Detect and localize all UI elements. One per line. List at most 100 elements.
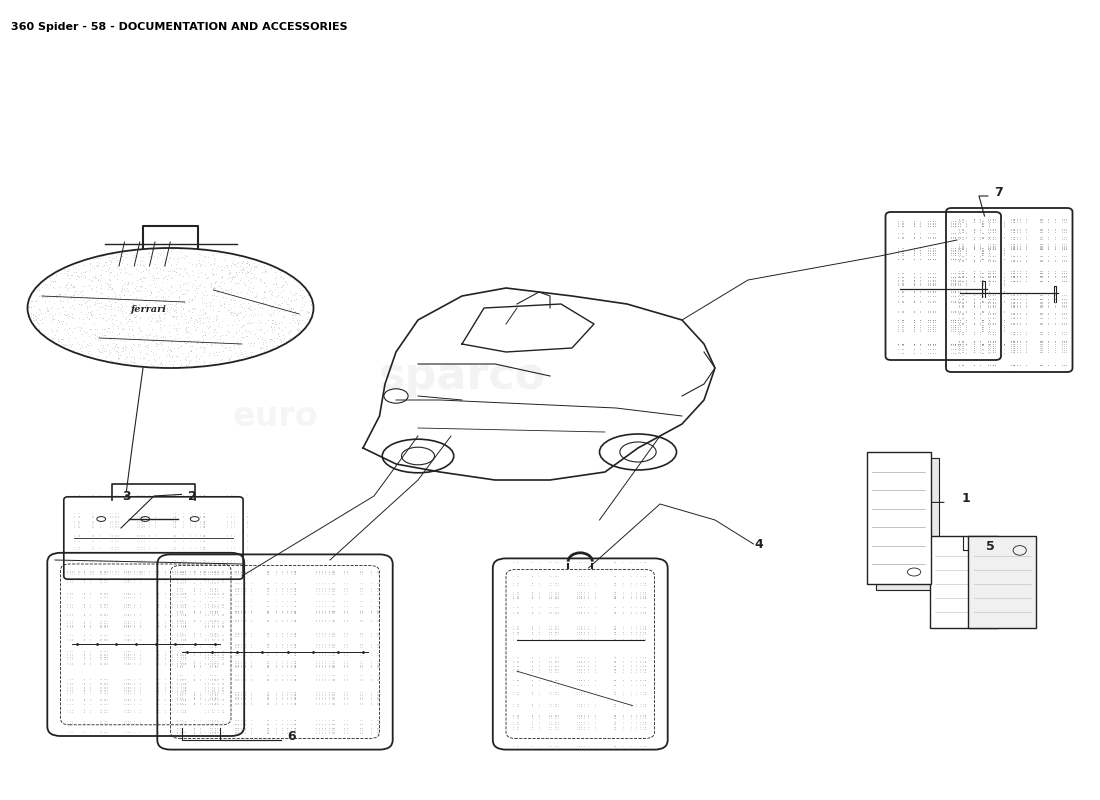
Point (191, 511, 209, 524)
Point (975, 244, 992, 257)
Point (91, 685, 109, 698)
Point (965, 238, 982, 250)
Point (980, 238, 998, 250)
Point (278, 714, 296, 726)
Point (972, 231, 990, 244)
Point (156, 258, 174, 271)
Point (172, 634, 189, 646)
Point (22, 301, 40, 314)
Point (258, 685, 276, 698)
Point (958, 343, 976, 356)
Point (1057, 297, 1075, 310)
Point (166, 521, 184, 534)
Point (575, 698, 593, 710)
Point (981, 270, 999, 282)
Point (99, 338, 117, 351)
Point (1016, 213, 1034, 226)
Point (140, 534, 157, 547)
Point (504, 715, 521, 728)
Point (965, 335, 982, 348)
Point (176, 588, 194, 601)
Point (148, 565, 166, 578)
Point (627, 698, 645, 710)
Point (91, 251, 109, 264)
Point (98, 706, 116, 718)
Point (980, 325, 998, 338)
Point (541, 590, 559, 602)
Point (92, 619, 110, 632)
Point (62, 682, 79, 694)
Point (952, 338, 969, 350)
Point (636, 627, 653, 640)
Point (266, 272, 284, 285)
Point (278, 568, 296, 581)
Point (1056, 311, 1074, 324)
Point (975, 248, 992, 261)
Point (981, 335, 999, 348)
Point (368, 606, 386, 619)
Point (116, 693, 133, 706)
Point (122, 351, 140, 364)
Point (314, 674, 331, 686)
Point (1016, 231, 1034, 244)
Point (202, 566, 220, 579)
Point (199, 657, 217, 670)
Point (1040, 328, 1057, 341)
Point (921, 294, 938, 307)
Point (972, 318, 990, 331)
Point (522, 606, 540, 618)
Point (166, 529, 184, 542)
Point (163, 652, 180, 665)
Point (153, 314, 170, 327)
Point (275, 284, 293, 297)
Point (160, 298, 177, 311)
Point (202, 717, 220, 730)
Point (972, 276, 990, 289)
Point (166, 534, 184, 547)
Point (156, 358, 174, 371)
Point (96, 657, 113, 670)
Point (920, 271, 937, 284)
Point (201, 638, 219, 651)
Point (132, 575, 150, 588)
Point (226, 521, 243, 534)
Point (955, 334, 972, 347)
Point (185, 588, 202, 601)
Point (572, 678, 590, 691)
Point (165, 555, 183, 568)
Point (24, 313, 42, 326)
Point (78, 338, 96, 350)
Point (317, 727, 334, 740)
Point (274, 726, 292, 738)
Point (994, 274, 1012, 286)
Point (207, 691, 224, 704)
Point (226, 582, 243, 594)
Point (267, 660, 285, 673)
Point (1032, 214, 1049, 226)
Point (58, 678, 76, 690)
Point (98, 575, 116, 588)
Point (368, 649, 386, 662)
Point (1002, 328, 1020, 341)
Point (279, 326, 297, 339)
Point (286, 564, 304, 577)
Point (946, 286, 964, 298)
Point (547, 662, 564, 675)
Point (245, 270, 263, 283)
Point (260, 566, 277, 578)
Point (307, 626, 324, 639)
Point (274, 721, 292, 734)
Point (202, 606, 220, 619)
Point (222, 542, 240, 555)
Point (984, 254, 1002, 267)
Point (186, 274, 204, 286)
Point (260, 649, 277, 662)
Point (226, 660, 243, 673)
Point (1040, 250, 1057, 262)
Point (81, 614, 99, 627)
Point (163, 617, 180, 630)
Point (572, 570, 590, 582)
Point (168, 691, 186, 704)
Point (102, 299, 120, 312)
Point (235, 566, 253, 578)
